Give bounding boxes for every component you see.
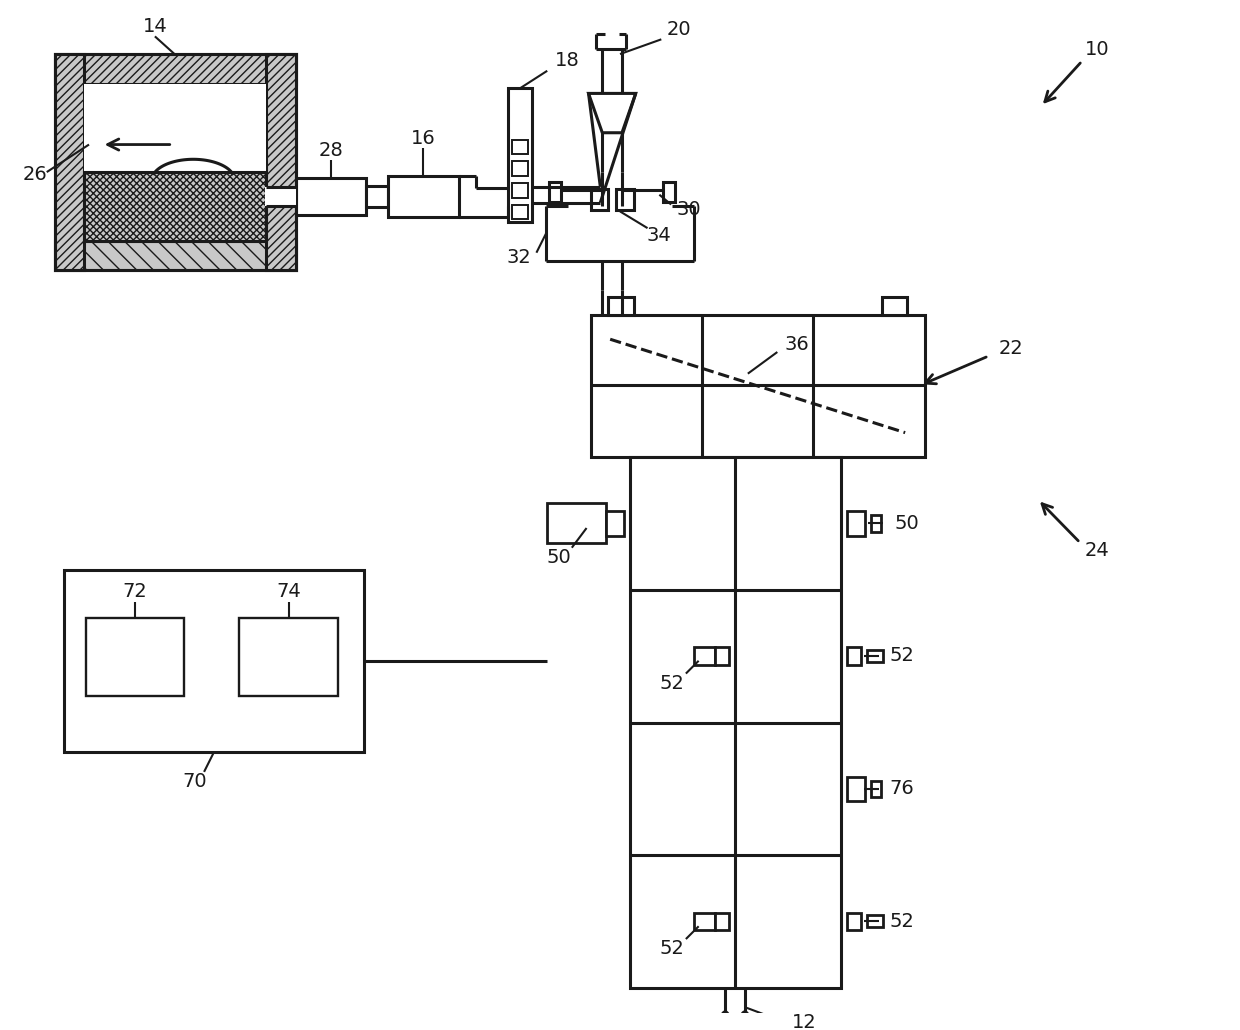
- Bar: [295, 178, 366, 215]
- Bar: [55, 55, 295, 271]
- Bar: [55, 55, 84, 271]
- Bar: [870, 781, 880, 797]
- Text: 52: 52: [890, 647, 915, 665]
- Bar: [55, 241, 295, 271]
- Text: 34: 34: [647, 227, 672, 245]
- Bar: [870, 515, 880, 531]
- Text: 32: 32: [506, 248, 531, 267]
- Bar: [693, 913, 715, 930]
- Bar: [547, 504, 606, 543]
- Bar: [847, 647, 861, 664]
- Text: 10: 10: [1085, 40, 1110, 59]
- Bar: [867, 650, 883, 661]
- Bar: [512, 162, 527, 176]
- Bar: [590, 188, 608, 210]
- Text: 50: 50: [547, 548, 572, 568]
- Bar: [715, 913, 729, 930]
- Bar: [606, 511, 624, 536]
- Text: 52: 52: [890, 912, 915, 931]
- Text: 14: 14: [143, 18, 167, 36]
- Text: 70: 70: [182, 772, 207, 791]
- Text: 36: 36: [785, 335, 810, 353]
- Bar: [512, 205, 527, 219]
- Bar: [590, 314, 925, 457]
- Bar: [847, 511, 864, 536]
- Bar: [64, 571, 365, 752]
- Bar: [512, 140, 527, 154]
- Bar: [867, 916, 883, 927]
- Bar: [86, 618, 185, 696]
- Bar: [265, 186, 296, 206]
- Bar: [608, 297, 634, 314]
- Bar: [508, 89, 532, 222]
- Bar: [693, 647, 715, 664]
- Bar: [239, 618, 337, 696]
- Bar: [663, 182, 675, 202]
- Bar: [549, 182, 560, 202]
- Text: 26: 26: [22, 165, 47, 183]
- Text: 12: 12: [791, 1014, 816, 1030]
- Polygon shape: [589, 94, 636, 133]
- Text: 16: 16: [410, 129, 435, 148]
- Bar: [512, 183, 527, 198]
- Bar: [267, 55, 295, 271]
- Bar: [616, 188, 634, 210]
- Bar: [882, 297, 908, 314]
- Bar: [388, 176, 459, 217]
- Bar: [84, 172, 267, 241]
- Text: 72: 72: [123, 582, 148, 602]
- Text: 20: 20: [667, 20, 692, 39]
- Text: 76: 76: [890, 779, 915, 798]
- Text: 28: 28: [319, 141, 343, 160]
- Text: 18: 18: [554, 52, 579, 70]
- Bar: [847, 777, 864, 801]
- Text: 22: 22: [999, 339, 1024, 357]
- Bar: [847, 913, 861, 930]
- Text: 30: 30: [677, 200, 701, 219]
- Text: 24: 24: [1085, 541, 1110, 560]
- Text: 52: 52: [660, 674, 684, 693]
- Bar: [630, 457, 841, 988]
- Bar: [84, 83, 267, 241]
- Text: 52: 52: [660, 939, 684, 958]
- Text: 50: 50: [895, 514, 920, 533]
- Bar: [715, 647, 729, 664]
- Text: 74: 74: [277, 582, 301, 602]
- Bar: [366, 185, 388, 207]
- Bar: [55, 55, 295, 83]
